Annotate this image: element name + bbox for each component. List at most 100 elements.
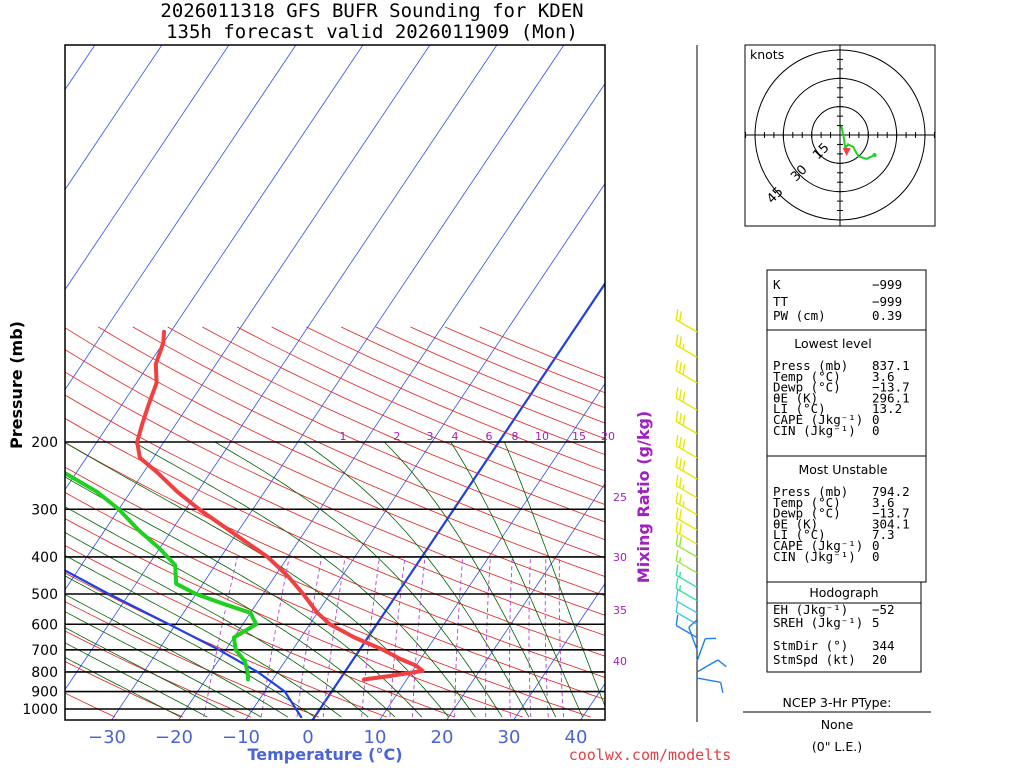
hodograph-stats-panel: Hodograph EH (Jkg⁻¹) −52 SREH (Jkg⁻¹) 5 StmD… — [766, 581, 922, 673]
mixing-ratio-line — [411, 556, 426, 718]
hodograph-trace — [840, 125, 876, 160]
dry-adiabat — [65, 544, 455, 718]
isotherm — [513, 582, 605, 720]
pw-value: 0.39 — [872, 308, 902, 323]
wind-barb-flag — [675, 456, 679, 468]
isotherm — [178, 82, 605, 720]
mixing-ratio-line — [544, 556, 549, 718]
most-unstable-row-label: Press (mb) — [773, 484, 848, 499]
mixing-ratio-line — [361, 556, 381, 718]
wind-barb-flag — [678, 437, 682, 448]
moist-adiabat — [65, 442, 449, 718]
dry-adiabat — [65, 327, 605, 577]
lowest-level-row-value: −13.7 — [872, 380, 910, 395]
mixing-ratio-tick-20: 20 — [601, 430, 615, 443]
mixing-ratio-tick-40: 40 — [613, 655, 627, 668]
hodograph-stat-label: EH (Jkg⁻¹) — [773, 602, 848, 617]
wind-barb-flag — [675, 491, 679, 503]
wind-barb-staff — [688, 627, 698, 651]
most-unstable-row-value: 304.1 — [872, 516, 910, 531]
wind-barb-flag — [682, 343, 685, 350]
most-unstable-row-value: 0 — [872, 538, 880, 553]
temperature-tick-40: 40 — [565, 727, 588, 748]
hodograph-units-label: knots — [750, 47, 784, 62]
moist-adiabat — [65, 554, 342, 718]
parcel-path — [65, 569, 303, 719]
most-unstable-row-label: Dewp (°C) — [773, 506, 841, 521]
moist-adiabat — [214, 441, 503, 718]
wind-barb-flag — [675, 550, 679, 561]
ptype-value: None — [821, 717, 854, 732]
pressure-tick-1000: 1000 — [22, 702, 58, 718]
wind-barb-flag — [678, 571, 682, 578]
wind-barb-flag — [682, 460, 686, 472]
dry-adiabat — [65, 442, 605, 678]
wind-barb-flag — [678, 557, 682, 563]
dry-adiabat — [65, 661, 184, 718]
pressure-tick-900: 900 — [31, 685, 58, 701]
storm-motion-marker — [842, 147, 851, 156]
mixing-ratio-line — [528, 556, 532, 718]
lowest-level-row-label: LI (°C) — [773, 401, 826, 416]
mixing-ratio-line — [485, 556, 491, 718]
hodograph-stat-label: SREH (Jkg⁻¹) — [773, 615, 863, 630]
most-unstable-row-label: CIN (Jkg⁻¹) — [773, 549, 856, 564]
mixing-ratio-tick-1: 1 — [340, 430, 347, 443]
wind-barb-flag — [678, 458, 682, 470]
dry-adiabat — [132, 326, 605, 541]
isotherm — [65, 45, 163, 191]
moist-adiabat — [133, 441, 476, 718]
isotherm — [245, 182, 605, 720]
dry-adiabat — [444, 326, 605, 394]
pressure-tick-500: 500 — [31, 587, 58, 603]
wind-barb-flag — [675, 601, 679, 613]
wind-barb-flag — [675, 334, 679, 346]
lowest-level-row-value: 13.2 — [872, 401, 902, 416]
wind-barb-flag — [678, 477, 682, 488]
profiles — [65, 329, 425, 719]
moist-adiabat — [65, 506, 396, 718]
dry-adiabat — [236, 326, 605, 488]
most-unstable-row-value: 3.6 — [872, 495, 895, 510]
pressure-tick-800: 800 — [31, 665, 58, 681]
wind-barb-flag — [682, 391, 686, 403]
temperature-tick-20: 20 — [431, 727, 454, 748]
credit-link[interactable]: coolwx.com/modelts — [569, 746, 732, 764]
wind-barb-flag — [678, 523, 682, 535]
most-unstable-row-value: −13.7 — [872, 506, 910, 521]
mixing-ratio-tick-2: 2 — [394, 430, 401, 443]
isotherm — [65, 45, 364, 491]
moist-adiabat — [65, 575, 315, 718]
chart-title-line1: 2026011318 GFS BUFR Sounding for KDEN — [160, 0, 583, 22]
chart-title-line2: 135h forecast valid 2026011909 (Mon) — [166, 21, 578, 43]
dry-adiabat — [65, 630, 252, 718]
temperature-tick-labels: −30 −20 −10 0 10 20 30 40 — [88, 727, 587, 748]
mixing-ratio-tick-25: 25 — [613, 491, 627, 504]
temperature-tick-0: 0 — [302, 727, 313, 748]
dry-adiabat — [167, 326, 605, 523]
most-unstable-rows: Press (mb) 794.2 Temp (°C) 3.6 Dewp (°C) −13.… — [773, 484, 910, 564]
isotherm — [65, 45, 297, 391]
hodo-stats-frame — [766, 581, 922, 673]
mixing-ratio-tick-labels: 1 2 3 4 6 8 10 15 20 25 30 35 40 — [340, 430, 628, 668]
dry-adiabat — [65, 394, 605, 636]
hodograph-stat-value: 5 — [872, 615, 880, 630]
moist-adiabat — [65, 476, 423, 718]
moist-adiabat — [65, 627, 235, 718]
moist-adiabat — [504, 441, 605, 708]
isotherm — [65, 45, 230, 291]
moist-adiabat — [384, 441, 557, 718]
most-unstable-row-value: 794.2 — [872, 484, 910, 499]
wind-barb-flag — [675, 590, 679, 601]
wind-barb-flag — [675, 309, 679, 321]
tt-value: −999 — [872, 294, 902, 309]
dry-adiabat — [65, 572, 387, 718]
wind-barb-flag — [682, 439, 686, 450]
temperature-tick--30: −30 — [88, 727, 126, 748]
lowest-level-row-label: Dewp (°C) — [773, 380, 841, 395]
temperature-tick-30: 30 — [498, 727, 521, 748]
isotherm — [65, 45, 498, 691]
most-unstable-row-label: θE (K) — [773, 516, 818, 531]
